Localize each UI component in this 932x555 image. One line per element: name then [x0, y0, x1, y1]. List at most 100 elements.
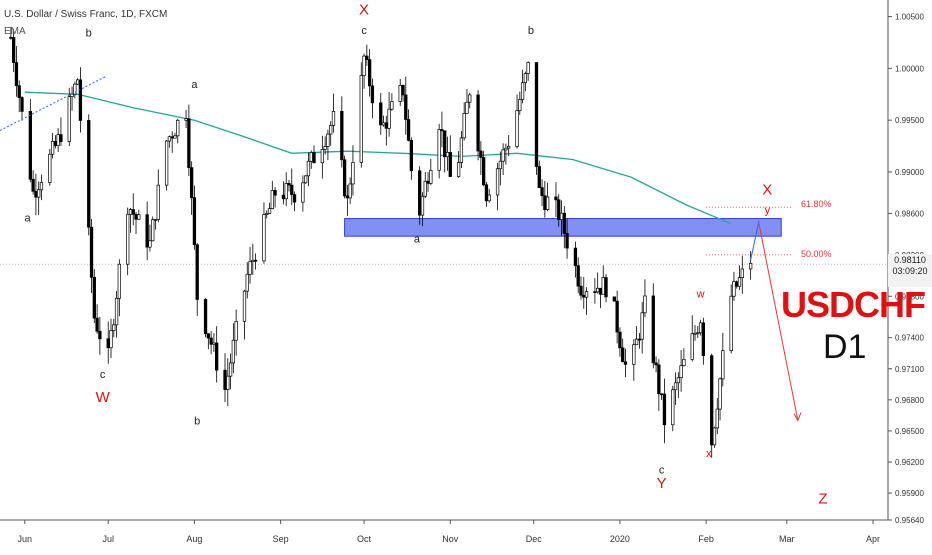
- candle-body: [554, 196, 558, 201]
- time-tick-label: Jul: [102, 534, 114, 544]
- candle-body: [184, 118, 188, 121]
- candle-body: [345, 195, 350, 199]
- time-tick-label: Feb: [698, 534, 714, 544]
- symbol-title: U.S. Dollar / Swiss Franc, 1D, FXCM: [4, 9, 168, 20]
- candle-body: [70, 93, 74, 97]
- wave-label: b: [194, 416, 200, 428]
- candle-body: [487, 194, 491, 202]
- candle-body: [251, 259, 255, 262]
- candle-body: [701, 322, 706, 356]
- candle-body: [495, 168, 500, 196]
- candle-body: [540, 187, 544, 197]
- candle-body: [623, 361, 628, 365]
- candle-body: [732, 281, 736, 297]
- candle-body: [518, 99, 522, 112]
- candle-body: [59, 134, 63, 142]
- wave-label: W: [96, 389, 111, 406]
- fib-label-618: 61.80%: [801, 199, 832, 209]
- candle-body: [284, 183, 288, 200]
- candle-body: [326, 133, 330, 147]
- wave-label: w: [696, 288, 705, 300]
- candle-body: [187, 118, 191, 168]
- candle-body: [128, 209, 133, 215]
- candle-body: [640, 312, 644, 340]
- projection-arrow-line: [758, 223, 799, 421]
- candle-body: [562, 212, 566, 234]
- candle-body: [365, 55, 369, 60]
- candle-body: [287, 183, 291, 186]
- candle-body: [223, 369, 227, 390]
- candle-body: [534, 62, 539, 167]
- candle-body: [367, 59, 372, 87]
- candle-body: [545, 196, 550, 210]
- candle-body: [312, 152, 316, 164]
- candle-body: [265, 213, 269, 215]
- candle-body: [398, 85, 402, 102]
- candle-body: [654, 362, 658, 366]
- candle-body: [679, 365, 683, 379]
- candle-body: [320, 149, 325, 164]
- candle-body: [537, 166, 541, 188]
- price-tick-label: 0.95900: [895, 489, 924, 498]
- candle-body: [710, 355, 714, 446]
- candle-body: [426, 180, 430, 184]
- candle-body: [637, 338, 642, 341]
- wave-label: a: [414, 233, 421, 245]
- candle-body: [50, 140, 55, 155]
- price-tick-label: 1.00000: [895, 64, 924, 73]
- candle-body: [242, 290, 247, 322]
- candle-body: [78, 79, 83, 121]
- candle-body: [462, 113, 466, 139]
- candle-body: [189, 167, 194, 198]
- candle-body: [153, 219, 158, 221]
- candle-body: [618, 331, 622, 349]
- candle-body: [226, 375, 230, 390]
- candle-body: [482, 157, 486, 186]
- candle-body: [362, 55, 366, 76]
- candle-body: [515, 110, 519, 147]
- candle-body: [409, 139, 413, 172]
- wave-label: Z: [818, 490, 827, 507]
- candle-body: [593, 291, 597, 293]
- candle-body: [634, 338, 639, 346]
- candle-body: [148, 240, 152, 248]
- price-tick-label: 0.96800: [895, 396, 924, 405]
- candle-body: [465, 101, 469, 114]
- candle-body: [270, 190, 274, 209]
- candle-body: [557, 199, 561, 220]
- candle-body: [262, 214, 266, 262]
- candle-body: [443, 130, 447, 158]
- candle-body: [712, 427, 717, 446]
- wave-label: Y: [657, 475, 667, 492]
- time-tick-label: Oct: [357, 534, 372, 544]
- candle-body: [351, 162, 355, 185]
- candle-body: [437, 129, 441, 171]
- candle-body: [12, 37, 16, 63]
- candle-body: [379, 102, 383, 126]
- candle-body: [48, 153, 52, 183]
- price-tick-label: 0.95640: [895, 516, 924, 525]
- candle-body: [448, 152, 452, 177]
- candle-body: [718, 378, 722, 410]
- candle-body: [215, 342, 219, 371]
- candle-body: [440, 129, 444, 132]
- wave-label: a: [191, 79, 198, 91]
- candle-body: [621, 347, 625, 363]
- candle-body: [698, 322, 703, 334]
- candle-body: [212, 342, 216, 345]
- candle-body: [565, 233, 569, 249]
- candle-body: [526, 62, 530, 74]
- candle-body: [737, 277, 742, 287]
- candle-body: [75, 79, 80, 85]
- wave-label: c: [659, 464, 665, 476]
- candle-body: [459, 137, 464, 163]
- candle-body: [359, 75, 363, 163]
- candle-body: [20, 97, 24, 112]
- candle-body: [406, 119, 411, 141]
- candle-body: [604, 277, 608, 298]
- candle-body: [404, 94, 408, 120]
- price-tick-label: 0.99000: [895, 168, 924, 177]
- candle-body: [195, 244, 199, 300]
